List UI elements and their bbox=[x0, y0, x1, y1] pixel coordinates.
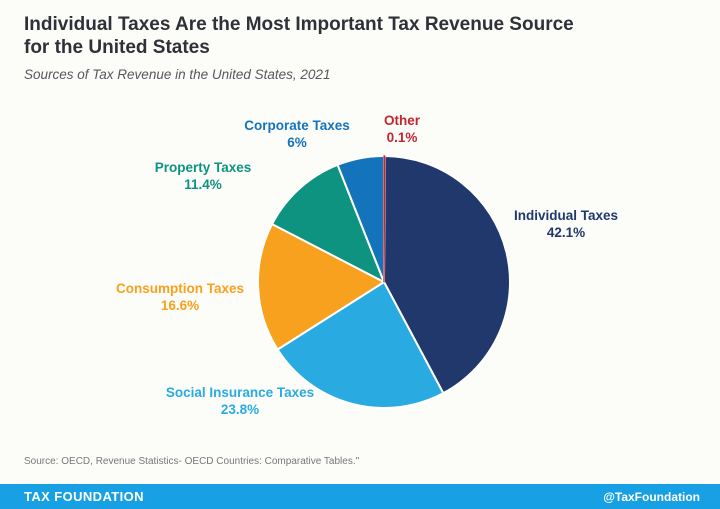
page-title-line2: for the United States bbox=[24, 37, 210, 58]
page-subtitle: Sources of Tax Revenue in the United Sta… bbox=[24, 67, 331, 82]
source-note: Source: OECD, Revenue Statistics- OECD C… bbox=[24, 456, 360, 467]
pie-label-text: Corporate Taxes bbox=[244, 118, 350, 133]
page-title-line1: Individual Taxes Are the Most Important … bbox=[24, 14, 574, 35]
header: Individual Taxes Are the Most Important … bbox=[24, 13, 574, 82]
pie-label-value: 0.1% bbox=[386, 130, 418, 145]
pie-label-value: 23.8% bbox=[220, 402, 260, 417]
pie-label-corporate-taxes: Corporate Taxes 6% bbox=[244, 117, 350, 151]
twitter-handle: @TaxFoundation bbox=[603, 489, 700, 504]
pie-slice-social-insurance-taxes bbox=[276, 281, 445, 409]
pie-label-individual-taxes: Individual Taxes 42.1% bbox=[514, 207, 618, 241]
pie-label-consumption-taxes: Consumption Taxes 16.6% bbox=[116, 280, 244, 314]
footer-bar: TAX FOUNDATION @TaxFoundation bbox=[0, 484, 720, 509]
pie-label-text: Other bbox=[383, 113, 421, 128]
pie-label-property-taxes: Property Taxes 11.4% bbox=[155, 159, 252, 193]
pie-slice-property-taxes bbox=[271, 163, 385, 283]
pie-label-social-insurance-taxes: Social Insurance Taxes 23.8% bbox=[166, 384, 314, 418]
pie-label-value: 42.1% bbox=[546, 225, 586, 240]
pie-label-value: 16.6% bbox=[160, 298, 200, 313]
pie-label-text: Property Taxes bbox=[154, 160, 252, 175]
pie-label-other: Other 0.1% bbox=[384, 112, 420, 146]
pie-label-text: Social Insurance Taxes bbox=[165, 385, 315, 400]
pie-label-text: Individual Taxes bbox=[513, 208, 619, 223]
pie-slice-consumption-taxes bbox=[257, 223, 385, 351]
pie-slice-other bbox=[383, 155, 386, 283]
pie-label-text: Consumption Taxes bbox=[115, 281, 245, 296]
page-title: Individual Taxes Are the Most Important … bbox=[24, 13, 574, 59]
pie-slice-individual-taxes bbox=[383, 155, 511, 395]
pie-label-value: 11.4% bbox=[184, 177, 222, 192]
brand-name: TAX FOUNDATION bbox=[24, 489, 144, 504]
pie-label-value: 6% bbox=[287, 135, 307, 150]
